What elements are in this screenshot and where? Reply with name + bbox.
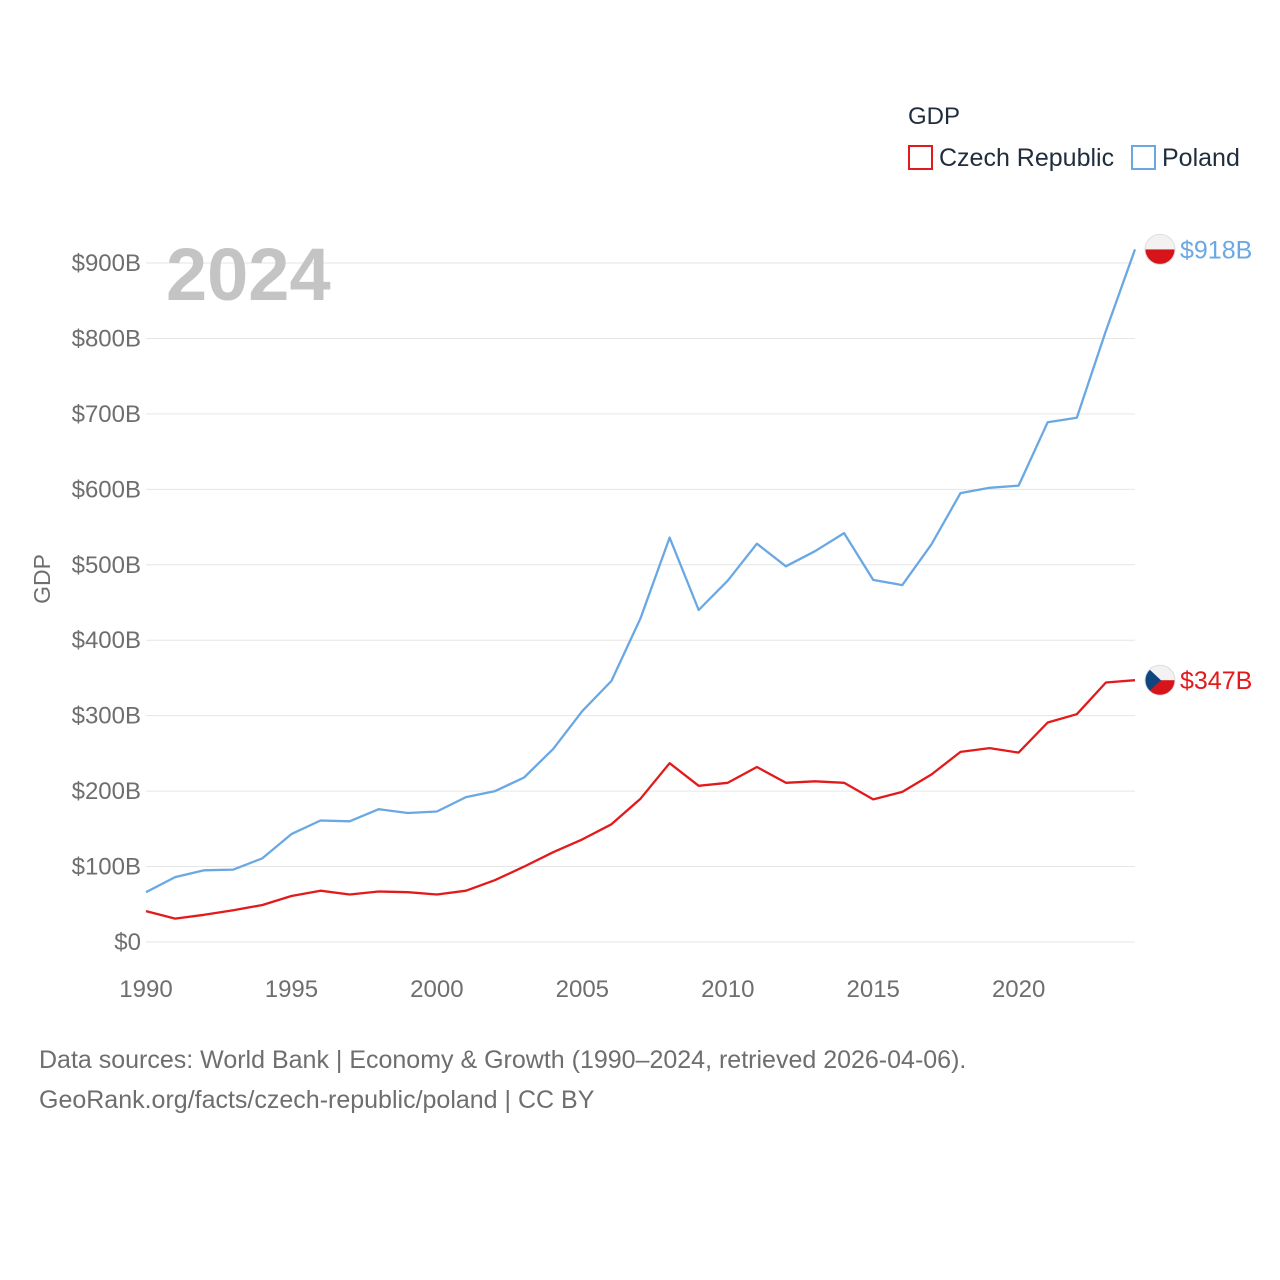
end-label-czech-republic: $347B <box>1180 667 1252 695</box>
x-tick-label: 2015 <box>847 976 900 1003</box>
data-source-note: Data sources: World Bank | Economy & Gro… <box>39 1046 967 1074</box>
y-axis-ticks: $0 $100B $200B $300B $400B $500B $600B $700B $80… <box>72 250 141 956</box>
series-line-czech-republic[interactable] <box>145 679 1136 920</box>
y-tick-label: $700B <box>72 401 141 428</box>
y-tick-label: $900B <box>72 250 141 277</box>
legend-label-poland[interactable]: Poland <box>1162 144 1240 172</box>
legend-swatch-czech-republic[interactable] <box>908 145 933 170</box>
y-tick-label: $300B <box>72 703 141 730</box>
series-lines <box>145 249 1137 920</box>
y-tick-label: $400B <box>72 627 141 654</box>
x-tick-label: 2005 <box>556 976 609 1003</box>
x-tick-label: 2010 <box>701 976 754 1003</box>
y-tick-label: $600B <box>72 476 141 503</box>
grid-lines <box>146 262 1135 943</box>
y-tick-label: $500B <box>72 552 141 579</box>
footer: Data sources: World Bank | Economy & Gro… <box>39 1040 966 1120</box>
poland-flag-icon <box>1144 233 1176 265</box>
series-end-markers: $347B $918B <box>1144 233 1252 696</box>
year-label: 2024 <box>166 233 331 316</box>
y-tick-label: $0 <box>114 929 141 956</box>
attribution-link[interactable]: GeoRank.org/facts/czech-republic/poland … <box>39 1086 595 1114</box>
legend-title: GDP <box>908 103 960 130</box>
series-line-poland[interactable] <box>145 249 1137 894</box>
legend-label-czech-republic[interactable]: Czech Republic <box>939 144 1114 172</box>
legend: GDP Czech Republic Poland <box>908 103 1240 172</box>
czech-flag-icon <box>1144 664 1176 696</box>
y-tick-label: $100B <box>72 854 141 881</box>
y-tick-label: $800B <box>72 325 141 352</box>
x-tick-label: 2000 <box>410 976 463 1003</box>
x-tick-label: 1995 <box>265 976 318 1003</box>
x-tick-label: 2020 <box>992 976 1045 1003</box>
y-axis-title: GDP <box>29 554 55 604</box>
legend-swatch-poland[interactable] <box>1131 145 1156 170</box>
end-label-poland: $918B <box>1180 236 1252 264</box>
y-tick-label: $200B <box>72 778 141 805</box>
x-tick-label: 1990 <box>119 976 172 1003</box>
x-axis-ticks: 1990 1995 2000 2005 2010 2015 2020 <box>119 976 1045 1003</box>
